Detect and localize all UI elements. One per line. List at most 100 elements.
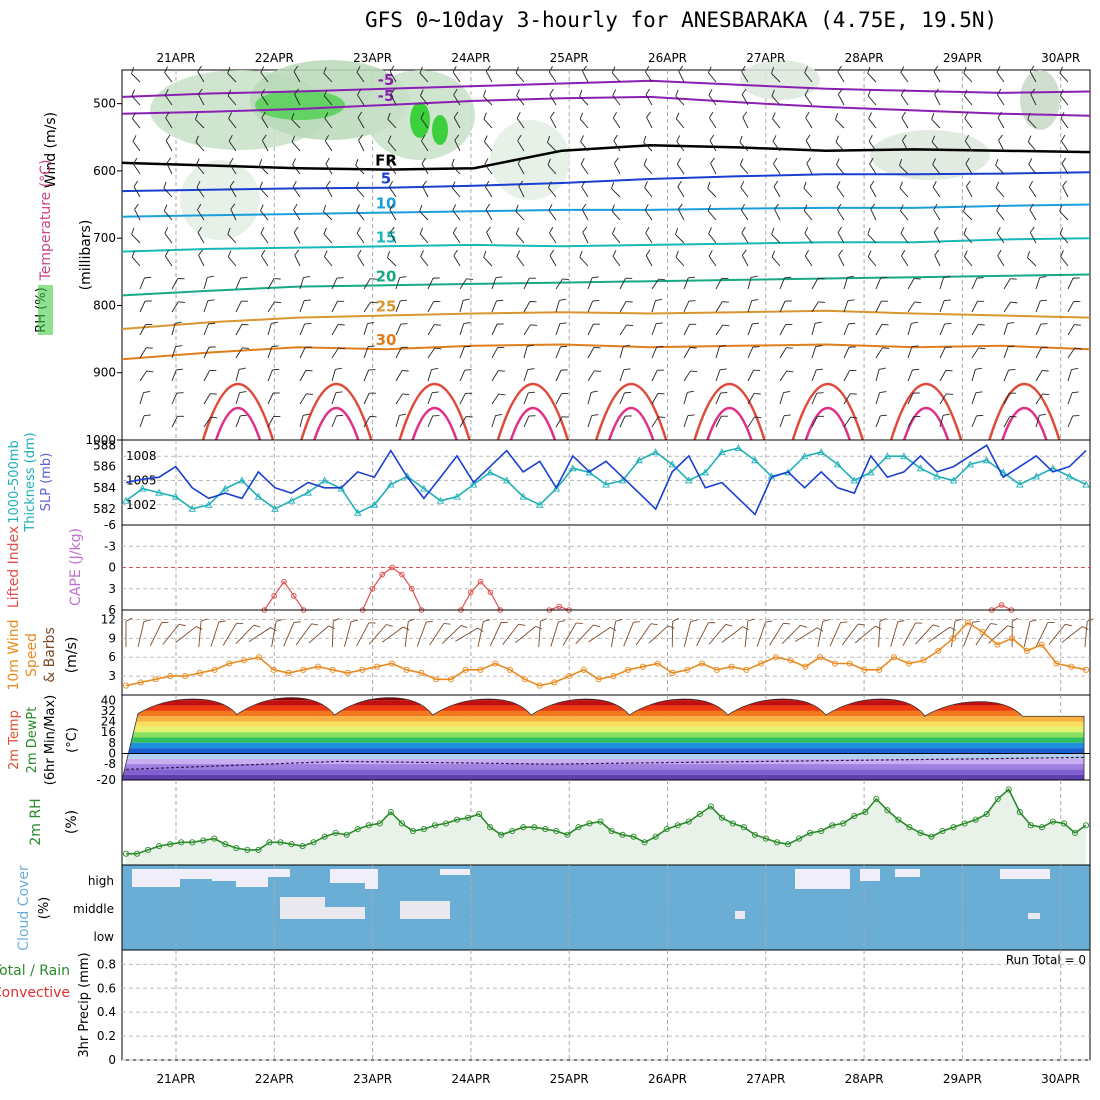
barb-flag <box>561 369 568 371</box>
surface-wind-barb <box>477 619 490 648</box>
barb-flag <box>1029 619 1037 622</box>
barb-flag <box>963 205 967 212</box>
surface-wind-barb <box>928 626 956 643</box>
thickness-tick-label: 584 <box>93 481 116 495</box>
barb-staff <box>171 369 177 382</box>
wind-barb <box>900 66 909 83</box>
barb-staff <box>547 164 557 175</box>
barb-flag <box>675 250 679 258</box>
barb-staff <box>299 370 307 382</box>
wind-barb <box>459 322 471 336</box>
barb-staff <box>804 233 813 244</box>
wind-barb <box>227 66 237 83</box>
wind-barb <box>485 180 493 198</box>
barb-flag <box>558 620 566 623</box>
barb-staff <box>139 300 146 313</box>
wind-barb <box>612 250 621 267</box>
barb-staff <box>747 416 755 428</box>
barb-flag <box>783 390 791 393</box>
date-label-top: 24APR <box>451 51 490 65</box>
barb-staff <box>675 118 685 129</box>
wind-barb <box>1061 157 1069 175</box>
wind-barb <box>395 323 408 336</box>
middle-cloud-gap <box>1028 913 1040 919</box>
wind-barb <box>900 227 909 244</box>
barb-staff <box>803 187 813 198</box>
barb-staff <box>291 119 301 129</box>
high-cloud-gap <box>860 869 880 881</box>
wind-speed-line-point <box>241 657 248 664</box>
surface-wind-barb <box>149 622 169 647</box>
barb-flag <box>592 300 600 302</box>
surface-wind-barb <box>125 617 133 648</box>
wind-barb <box>356 227 365 244</box>
wind-speed-line-point <box>167 673 174 680</box>
wind-barb <box>715 277 729 290</box>
wind-barb <box>1029 226 1037 244</box>
barb-staff <box>139 415 145 428</box>
barb-staff <box>171 301 179 313</box>
barb-staff <box>971 392 977 405</box>
wind-barb <box>197 88 205 106</box>
barb-staff <box>427 415 434 428</box>
temp-band <box>122 769 1084 775</box>
wind-barb <box>683 390 694 405</box>
barb-staff <box>837 71 845 83</box>
barb-staff <box>709 117 717 129</box>
date-label-top: 22APR <box>255 51 294 65</box>
barb-flag <box>483 90 487 97</box>
surface-wind-barb <box>210 620 226 647</box>
wind-barb <box>677 203 685 221</box>
barb-staff <box>843 416 852 428</box>
rh-line-point <box>652 833 659 840</box>
temp-bands <box>122 697 1084 780</box>
barb-staff <box>996 232 1005 244</box>
barb-flag <box>963 89 968 96</box>
barb-flag <box>850 393 857 395</box>
barb-flag <box>516 112 521 119</box>
barb-flag <box>933 65 939 72</box>
barb-staff <box>197 209 205 221</box>
barb-staff <box>203 370 211 382</box>
li-tick-label: 0 <box>108 561 116 575</box>
barb-flag <box>356 227 361 234</box>
barb-staff <box>452 71 461 83</box>
wind-barb <box>421 134 429 152</box>
barb-flag <box>911 321 918 324</box>
slp-line-point <box>188 504 196 512</box>
rh-line-point <box>1071 829 1079 836</box>
temp-band <box>122 774 1084 780</box>
wind-speed-line-point <box>935 647 942 654</box>
slp-line-point <box>469 480 478 488</box>
barb-flag <box>495 276 503 279</box>
wind-barb <box>582 65 589 83</box>
wind-barb <box>389 65 397 83</box>
date-label-top: 23APR <box>353 51 392 65</box>
wind-barb <box>651 393 665 405</box>
barb-staff <box>676 141 685 152</box>
wind-barb <box>299 413 310 428</box>
wind-barb <box>804 89 813 106</box>
barb-flag <box>177 415 185 417</box>
wind-barb <box>1003 278 1017 290</box>
barb-staff <box>523 415 530 428</box>
wind-barb <box>163 204 173 221</box>
barb-staff <box>997 94 1005 106</box>
wind-barb <box>325 157 333 175</box>
barb-flag <box>990 623 998 625</box>
surface-wind-barb <box>988 625 1015 644</box>
barb-staff <box>549 94 557 106</box>
pressure-tick-label: 700 <box>93 231 116 245</box>
barb-staff <box>907 369 913 382</box>
wind-barb <box>483 112 493 129</box>
barb-staff <box>806 163 813 175</box>
surface-wind-barb <box>356 622 376 646</box>
axis-title: 3hr Precip (mm) <box>77 952 92 1057</box>
barb-flag <box>623 344 630 347</box>
wind-barb <box>772 135 781 152</box>
barb-staff <box>395 415 400 428</box>
wind-barb <box>747 416 762 428</box>
slp-line-point <box>304 488 312 496</box>
wind-speed-line-point <box>182 673 189 680</box>
barb-flag <box>143 390 151 393</box>
